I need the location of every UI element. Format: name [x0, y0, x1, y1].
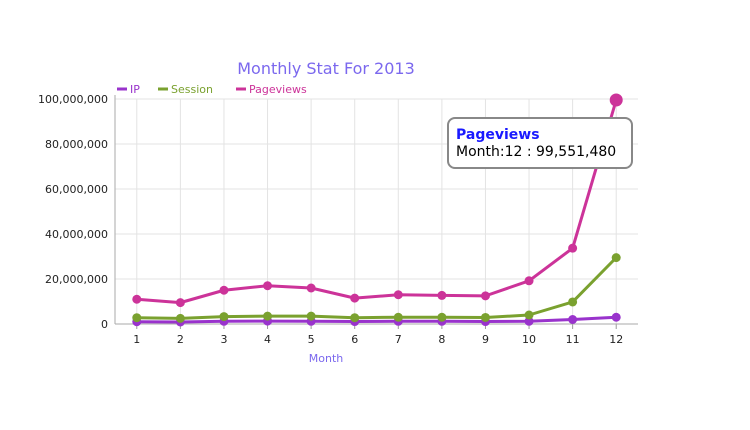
tooltip-box — [447, 117, 633, 169]
x-tick-label: 6 — [351, 333, 358, 346]
legend-label: Session — [171, 83, 213, 96]
data-point-ip — [524, 316, 534, 326]
data-point-pageviews — [175, 298, 185, 308]
tooltip-title: Pageviews — [456, 127, 540, 143]
data-point-pageviews — [480, 291, 490, 301]
data-point-session — [306, 311, 316, 321]
y-tick-label: 100,000,000 — [38, 93, 108, 106]
data-point-pageviews — [437, 290, 447, 300]
series-pageviews — [132, 93, 623, 308]
x-tick-label: 11 — [566, 333, 580, 346]
data-point-session — [437, 312, 447, 322]
x-tick-label: 12 — [609, 333, 623, 346]
data-point-ip — [568, 315, 578, 324]
legend-label: IP — [130, 83, 140, 96]
y-tick-label: 40,000,000 — [45, 228, 108, 241]
y-tick-label: 0 — [101, 318, 108, 331]
legend-label: Pageviews — [249, 83, 307, 96]
y-tick-label: 20,000,000 — [45, 273, 108, 286]
data-point-ip — [611, 312, 621, 322]
x-tick-label: 7 — [395, 333, 402, 346]
data-point-pageviews — [568, 243, 578, 253]
y-tick-label: 60,000,000 — [45, 183, 108, 196]
series-line-pageviews — [136, 99, 618, 305]
data-point-session — [568, 297, 578, 307]
x-tick-label: 9 — [482, 333, 489, 346]
data-point-session — [263, 311, 273, 321]
data-point-pageviews — [219, 285, 229, 295]
data-point-pageviews — [524, 276, 534, 286]
x-tick-label: 5 — [308, 333, 315, 346]
chart-title: Monthly Stat For 2013 — [237, 59, 415, 78]
data-point-pageviews — [263, 281, 273, 291]
x-tick-label: 1 — [133, 333, 140, 346]
x-tick-label: 10 — [522, 333, 536, 346]
series-layer — [132, 93, 623, 327]
data-point-pageviews — [306, 283, 316, 293]
series-session — [132, 253, 621, 323]
data-point-session — [611, 253, 621, 263]
series-line-session — [136, 256, 618, 320]
data-point-session — [175, 313, 185, 323]
data-point-pageviews — [132, 294, 142, 304]
data-point-session — [350, 313, 360, 323]
tooltip-value: Month:12 : 99,551,480 — [456, 144, 616, 160]
x-tick-label: 4 — [264, 333, 271, 346]
axes: 0 20,000,000 40,000,000 60,000,000 80,000,00… — [38, 93, 638, 346]
data-point-session — [132, 313, 142, 323]
data-point-session — [524, 310, 534, 320]
tooltip: Pageviews Month:12 : 99,551,480 — [447, 117, 633, 169]
x-tick-label: 8 — [438, 333, 445, 346]
data-point-pageviews — [393, 290, 403, 300]
data-point-session — [480, 312, 490, 322]
x-tick-label: 3 — [220, 333, 227, 346]
x-axis-title: Month — [309, 352, 344, 365]
data-point-session — [219, 312, 229, 322]
y-tick-label: 80,000,000 — [45, 138, 108, 151]
series-line-ip — [136, 315, 617, 324]
legend: IP Session Pageviews — [117, 83, 307, 96]
x-tick-label: 2 — [177, 333, 184, 346]
data-point-session — [393, 312, 403, 322]
data-point-pageviews — [350, 293, 360, 303]
data-point-pageviews — [609, 93, 623, 107]
